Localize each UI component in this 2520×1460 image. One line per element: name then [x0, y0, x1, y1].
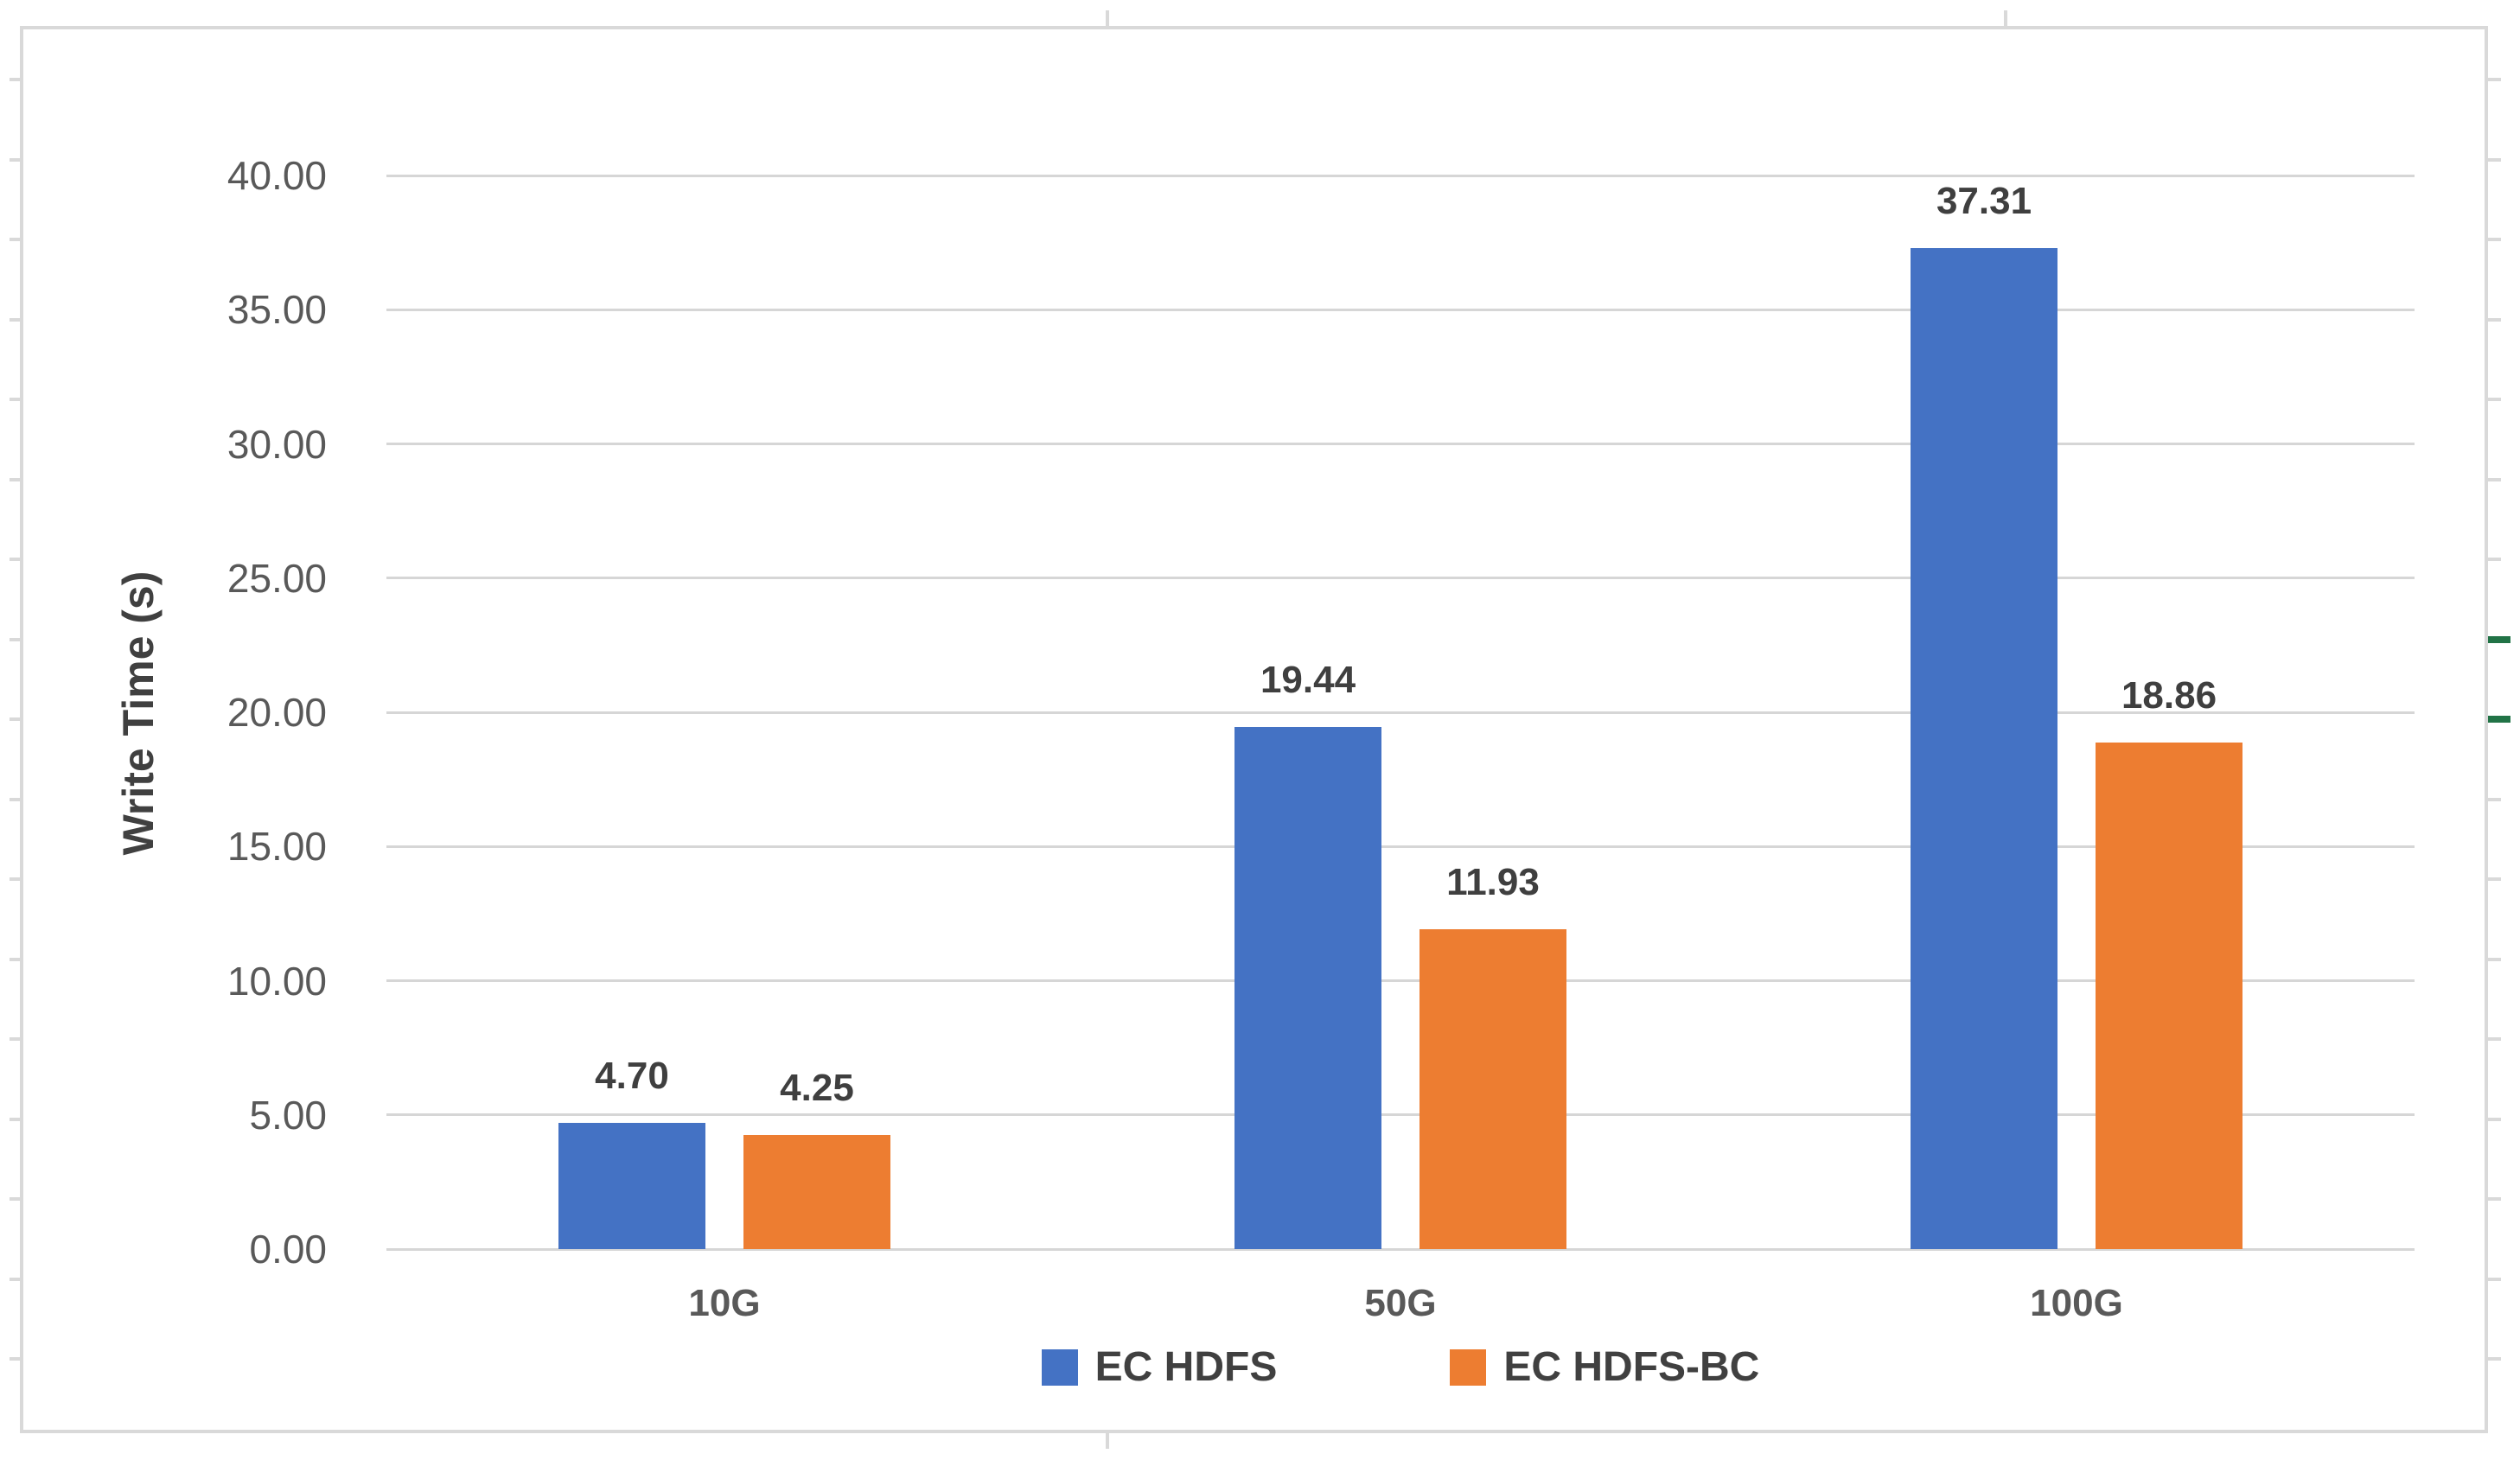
right-border-tick	[2488, 238, 2501, 241]
y-axis-tick-label: 15.00	[226, 824, 327, 870]
bar-ec-hdfs-bc-10g	[743, 1135, 890, 1249]
y-axis-tick-label: 5.00	[249, 1092, 327, 1138]
left-border-tick	[10, 637, 21, 641]
bar-ec-hdfs-10g	[558, 1123, 705, 1249]
left-border-tick	[10, 1197, 21, 1201]
bar-ec-hdfs-100g	[1911, 247, 2057, 1249]
gridline	[386, 979, 2415, 982]
right-border-tick	[2488, 1357, 2501, 1361]
category-label-10g: 10G	[688, 1282, 761, 1324]
legend-swatch-icon	[1450, 1349, 1487, 1386]
gridline	[386, 174, 2415, 177]
y-axis-title: Write Time (s)	[114, 571, 163, 856]
right-border-tick	[2488, 1117, 2501, 1121]
left-border-tick	[10, 157, 21, 162]
left-border-tick	[10, 1357, 21, 1361]
left-border-tick	[10, 558, 21, 561]
y-axis-tick-label: 10.00	[226, 958, 327, 1004]
legend-item-ec-hdfs-bc: EC HDFS-BC	[1450, 1345, 1759, 1390]
right-border-tick	[2488, 398, 2501, 401]
legend: EC HDFS EC HDFS-BC	[386, 1345, 2415, 1390]
y-axis-tick-label: 40.00	[226, 153, 327, 198]
right-border-tick	[2488, 877, 2501, 881]
left-border-tick	[10, 797, 21, 801]
left-border-tick	[10, 1037, 21, 1041]
right-border-tick	[2488, 317, 2501, 322]
top-border-tick	[2004, 10, 2007, 26]
gridline	[386, 443, 2415, 445]
left-border-tick	[10, 398, 21, 401]
data-label: 19.44	[1260, 659, 1356, 702]
bar-ec-hdfs-bc-100g	[2096, 743, 2242, 1249]
data-label: 37.31	[1936, 179, 2032, 222]
right-border-tick	[2488, 1277, 2501, 1281]
left-border-tick	[10, 1277, 21, 1281]
left-border-tick	[10, 317, 21, 322]
left-border-tick	[10, 238, 21, 241]
gridline	[386, 308, 2415, 311]
left-border-tick	[10, 957, 21, 961]
right-border-tick	[2488, 797, 2501, 801]
data-label: 18.86	[2121, 674, 2217, 717]
right-border-tick	[2488, 957, 2501, 961]
bar-ec-hdfs-50g	[1234, 727, 1381, 1249]
legend-item-ec-hdfs: EC HDFS	[1041, 1344, 1278, 1390]
right-border-tick	[2488, 1197, 2501, 1201]
legend-label: EC HDFS-BC	[1503, 1344, 1760, 1390]
gridline	[386, 577, 2415, 580]
left-border-tick	[10, 717, 21, 721]
y-axis-tick-label: 0.00	[249, 1227, 327, 1272]
right-border-green-dash	[2488, 716, 2510, 723]
left-border-tick	[10, 477, 21, 481]
y-axis-tick-label: 25.00	[226, 555, 327, 601]
right-border-tick	[2488, 477, 2501, 481]
left-border-tick	[10, 78, 21, 81]
gridline	[386, 711, 2415, 714]
right-border-green-dash	[2488, 635, 2510, 643]
gridline	[386, 1113, 2415, 1117]
data-label: 4.70	[595, 1055, 669, 1098]
right-border-tick	[2488, 78, 2501, 81]
y-axis-tick-label: 30.00	[226, 421, 327, 467]
right-border-tick	[2488, 558, 2501, 561]
y-axis-tick-label: 20.00	[226, 690, 327, 735]
bar-ec-hdfs-bc-50g	[1419, 928, 1566, 1249]
gridline	[386, 845, 2415, 848]
category-label-50g: 50G	[1364, 1282, 1437, 1324]
right-border-tick	[2488, 1037, 2501, 1041]
right-border-tick	[2488, 157, 2501, 162]
data-label: 11.93	[1446, 860, 1540, 903]
left-border-tick	[10, 877, 21, 881]
y-axis-tick-label: 35.00	[226, 287, 327, 333]
left-border-tick	[10, 1117, 21, 1121]
gridline	[386, 1247, 2415, 1251]
legend-label: EC HDFS	[1094, 1344, 1278, 1390]
data-label: 4.25	[780, 1067, 854, 1110]
bottom-border-tick	[1106, 1433, 1109, 1449]
top-border-tick	[1106, 10, 1109, 26]
legend-swatch-icon	[1041, 1349, 1078, 1386]
category-label-100g: 100G	[2030, 1282, 2123, 1324]
